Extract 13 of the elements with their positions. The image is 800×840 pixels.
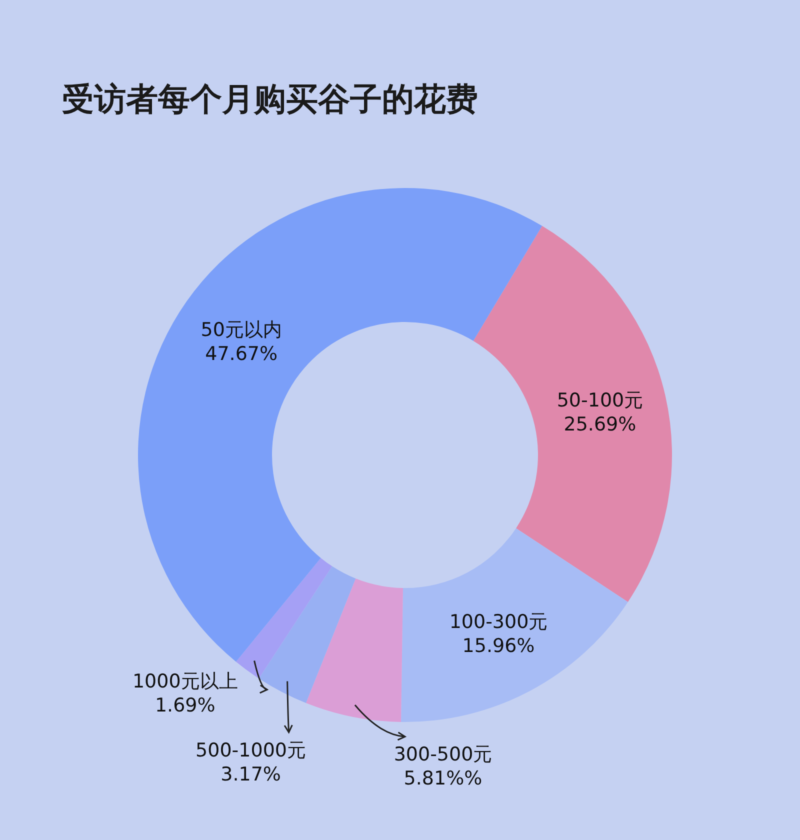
data-label: 3.17%: [220, 763, 281, 786]
data-label: 15.96%: [462, 634, 535, 657]
data-label: 47.67%: [205, 343, 278, 366]
data-label: 1.69%: [154, 694, 216, 717]
slice-label: 1000元以上: [132, 670, 238, 693]
slice-label: 50元以内: [200, 319, 282, 342]
slice-label: 100-300元: [449, 610, 548, 633]
chart-title: 受访者每个月购买谷子的花费: [62, 80, 478, 118]
data-label: 5.81%%: [404, 768, 482, 790]
slice-label: 50-100元: [556, 390, 644, 412]
slice-label: 500-1000元: [196, 739, 306, 762]
data-label: 25.69%: [564, 414, 636, 436]
slice-label: 300-500元: [394, 744, 492, 766]
